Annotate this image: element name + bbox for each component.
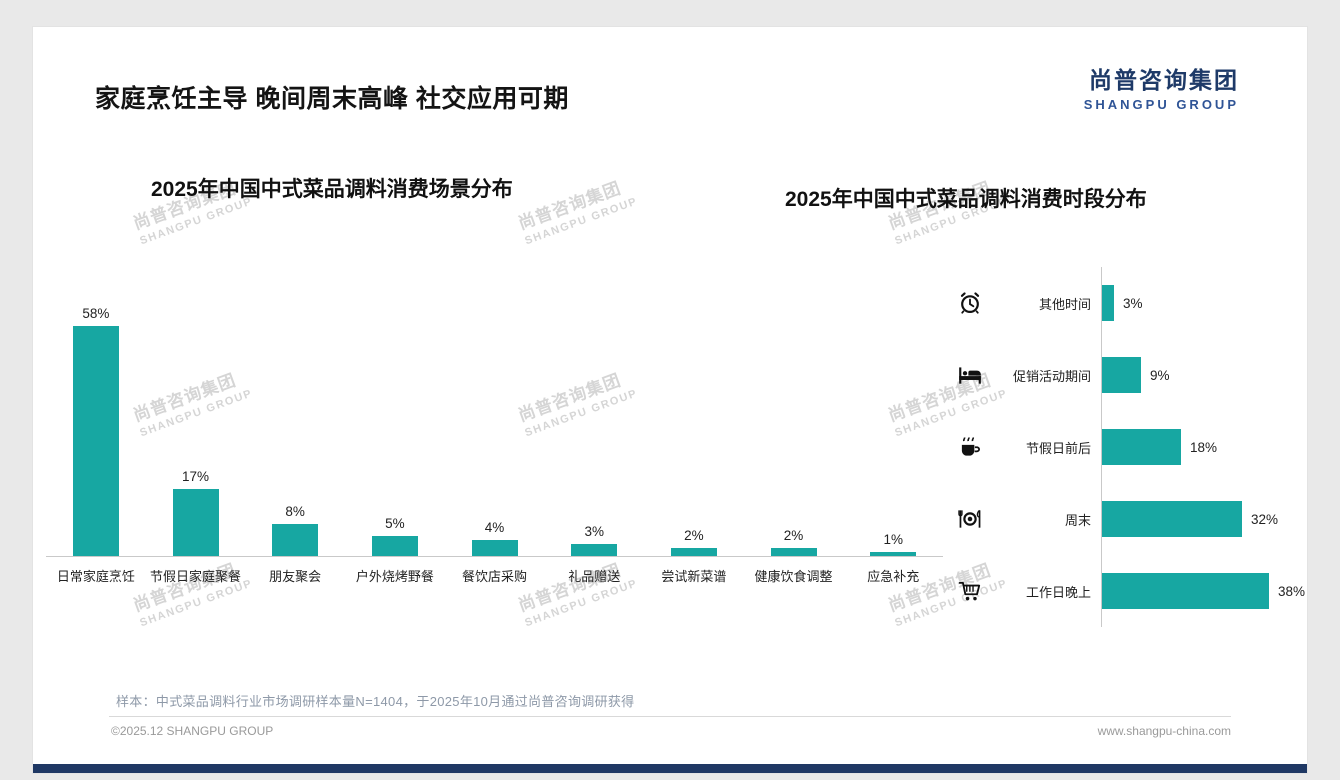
category-label: 健康饮食调整 xyxy=(754,569,833,584)
category-label: 朋友聚会 xyxy=(269,569,322,584)
time-category-label: 周末 xyxy=(1064,512,1091,528)
category-label: 日常家庭烹饪 xyxy=(56,569,135,584)
copyright-text: ©2025.12 SHANGPU GROUP xyxy=(111,724,274,738)
scene-bar-column: 58% xyxy=(46,306,146,556)
bar xyxy=(1101,573,1269,609)
bar-value-label: 8% xyxy=(285,504,305,519)
time-bar-row: 节假日前后 18% xyxy=(933,411,1307,483)
watermark-line1: 尚普咨询集团 xyxy=(515,178,624,234)
website-text: www.shangpu-china.com xyxy=(1097,724,1231,738)
sample-note: 样本：中式菜品调料行业市场调研样本量N=1404，于2025年10月通过尚普咨询… xyxy=(116,694,635,709)
bar xyxy=(1101,501,1242,537)
watermark: 尚普咨询集团 SHANGPU GROUP xyxy=(515,174,640,249)
bar xyxy=(371,536,418,556)
bar-value-label: 5% xyxy=(385,516,405,531)
bar-value-label: 17% xyxy=(181,469,210,484)
scene-bar-column: 8% xyxy=(245,504,345,556)
category-label: 礼品赠送 xyxy=(568,569,621,584)
category-label: 餐饮店采购 xyxy=(462,569,528,584)
time-bar-row: 促销活动期间 9% xyxy=(933,339,1307,411)
time-category-label: 其他时间 xyxy=(1038,296,1091,312)
logo-cn-text: 尚普咨询集团 xyxy=(1089,67,1239,93)
dining-icon xyxy=(957,506,983,532)
watermark-line2: SHANGPU GROUP xyxy=(523,195,640,248)
bar xyxy=(72,326,119,556)
time-bar-row: 其他时间 3% xyxy=(933,267,1307,339)
category-label: 节假日家庭聚餐 xyxy=(150,569,242,584)
alarm-clock-icon xyxy=(957,290,983,316)
slide: 尚普咨询集团 SHANGPU GROUP 尚普咨询集团 SHANGPU GROUP 尚普… xyxy=(32,26,1308,774)
logo-en-text: SHANGPU GROUP xyxy=(1083,97,1239,112)
logo: 尚普咨询集团 SHANGPU GROUP xyxy=(1084,61,1239,112)
bar-value-label: 32% xyxy=(1251,511,1279,527)
scene-bar-chart: 58% 17% 8% 5% 4% 3% 2% 2% 1% 日常家庭烹饪 节假日家庭聚餐 朋友聚会 户外… xyxy=(46,281,943,585)
coffee-icon xyxy=(957,434,983,460)
scene-bar-column: 5% xyxy=(345,516,445,556)
bar xyxy=(471,540,518,556)
time-chart-axis-line xyxy=(1101,267,1102,627)
bar xyxy=(1101,285,1114,321)
scene-bar-column: 2% xyxy=(744,528,844,556)
bar-value-label: 2% xyxy=(783,528,804,543)
scene-chart-plot-area: 58% 17% 8% 5% 4% 3% 2% 2% 1% xyxy=(46,281,943,557)
scene-bar-column: 1% xyxy=(843,532,943,556)
bar-value-label: 9% xyxy=(1150,367,1170,383)
time-chart-title: 2025年中国中式菜品调料消费时段分布 xyxy=(785,188,1147,211)
bar-value-label: 1% xyxy=(883,532,903,547)
bar xyxy=(571,544,618,556)
time-category-label: 工作日晚上 xyxy=(1025,584,1091,600)
scene-chart-category-axis: 日常家庭烹饪 节假日家庭聚餐 朋友聚会 户外烧烤野餐 餐饮店采购 礼品赠送 尝试新菜谱 健康饮… xyxy=(46,557,943,585)
bar xyxy=(770,548,817,556)
bottom-accent-bar xyxy=(33,764,1307,773)
category-label: 应急补充 xyxy=(867,569,920,584)
time-category-label: 节假日前后 xyxy=(1025,440,1091,456)
bar xyxy=(1101,429,1181,465)
time-bar-row: 周末 32% xyxy=(933,483,1307,555)
time-category-label: 促销活动期间 xyxy=(1012,368,1091,384)
bar-value-label: 58% xyxy=(82,306,110,321)
bar-value-label: 4% xyxy=(484,520,505,535)
bar xyxy=(870,552,917,556)
bed-icon xyxy=(957,362,983,388)
bar xyxy=(1101,357,1141,393)
scene-bar-column: 2% xyxy=(644,528,744,556)
bar xyxy=(670,548,717,556)
scene-bar-column: 4% xyxy=(445,520,545,556)
scene-bar-column: 17% xyxy=(146,469,246,556)
scene-chart-title: 2025年中国中式菜品调料消费场景分布 xyxy=(151,178,513,201)
bar-value-label: 2% xyxy=(684,528,704,543)
category-label: 户外烧烤野餐 xyxy=(355,569,434,584)
bar-value-label: 3% xyxy=(1123,295,1143,311)
time-bar-chart: 其他时间 3% 促销活动期间 9% 节假日前后 18% 周末 32% 工作日晚上 38% xyxy=(933,267,1307,627)
footer: ©2025.12 SHANGPU GROUP www.shangpu-china… xyxy=(111,724,1231,738)
time-bar-row: 工作日晚上 38% xyxy=(933,555,1307,627)
cart-icon xyxy=(957,578,983,604)
bar-value-label: 38% xyxy=(1278,583,1306,599)
bar-value-label: 3% xyxy=(584,524,604,539)
category-label: 尝试新菜谱 xyxy=(661,569,727,584)
footer-divider xyxy=(109,716,1231,717)
page-title: 家庭烹饪主导 晚间周末高峰 社交应用可期 xyxy=(95,85,569,113)
bar xyxy=(172,489,219,556)
bar xyxy=(272,524,319,556)
scene-bar-column: 3% xyxy=(544,524,644,556)
bar-value-label: 18% xyxy=(1190,439,1218,455)
